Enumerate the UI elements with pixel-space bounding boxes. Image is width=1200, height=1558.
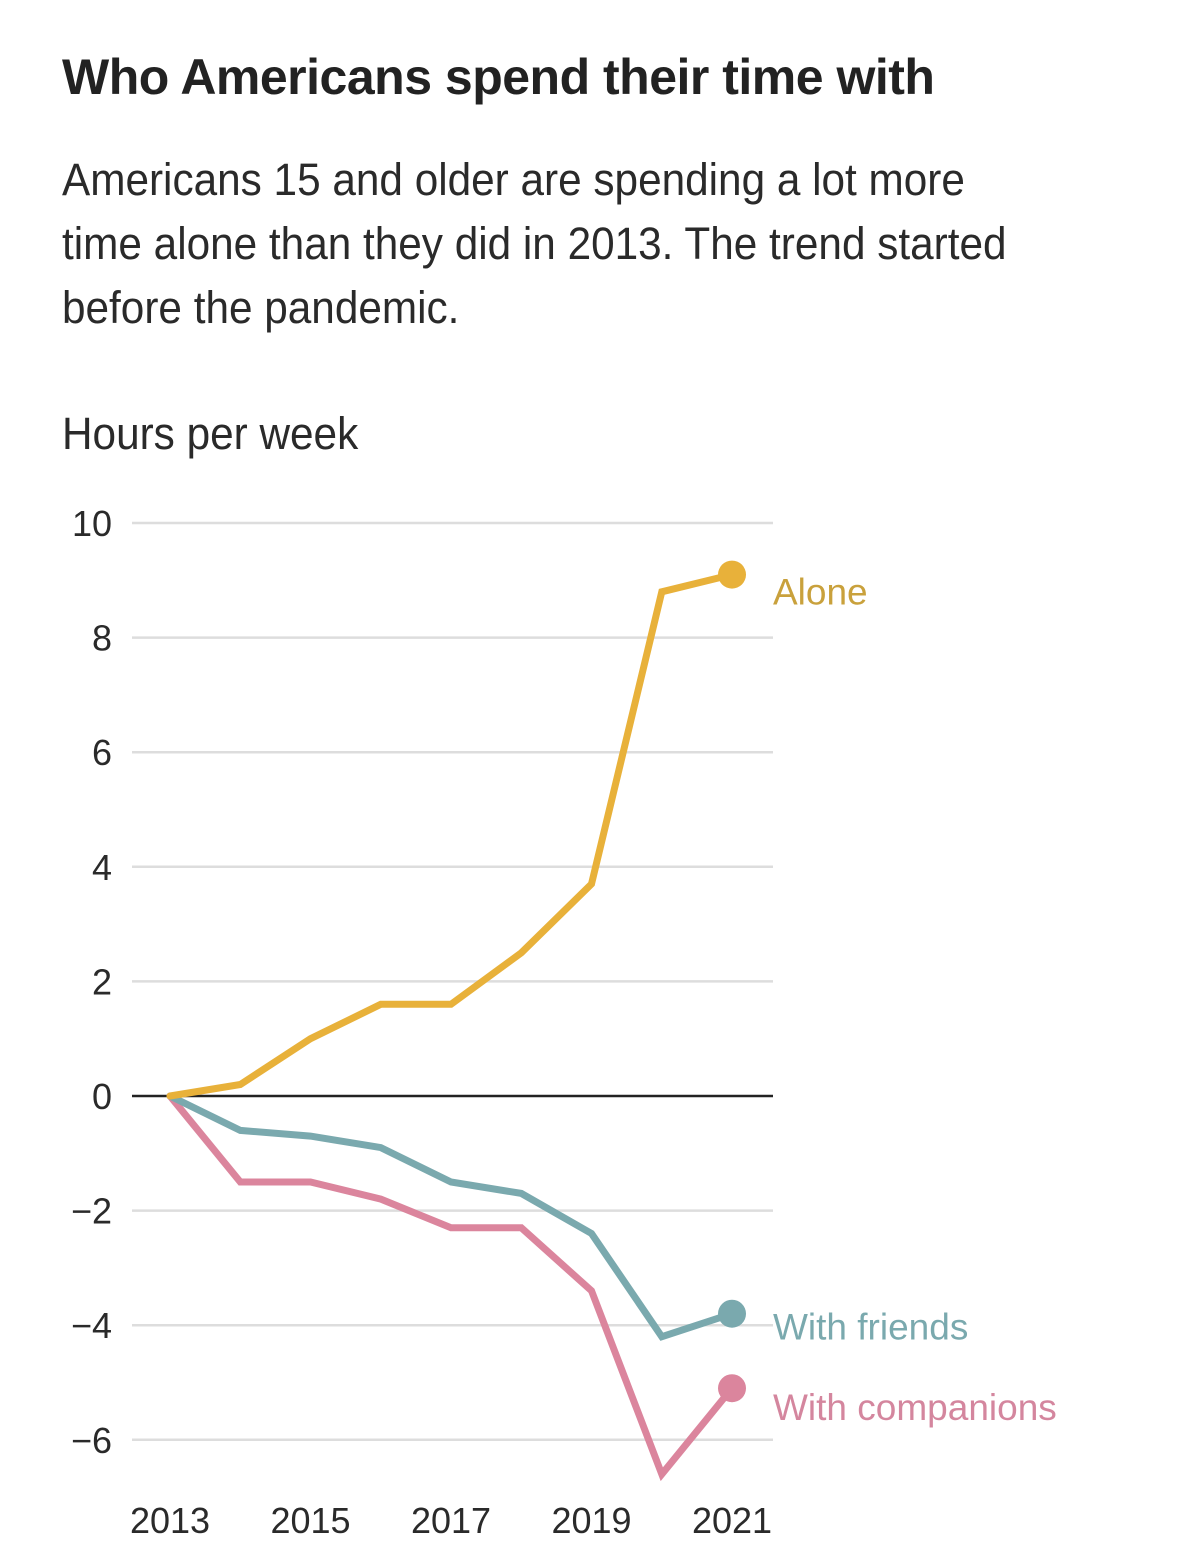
y-tick-label: −2: [71, 1191, 112, 1232]
x-tick-label: 2015: [270, 1500, 350, 1541]
gridlines: [132, 521, 773, 1442]
series-label-alone: Alone: [773, 572, 868, 613]
y-tick-label: 6: [92, 732, 112, 773]
y-tick-label: 2: [92, 961, 112, 1002]
series-lines: [166, 560, 746, 1482]
chart-subtitle: Americans 15 and older are spending a lo…: [62, 154, 1007, 333]
y-tick-label: −6: [71, 1420, 112, 1461]
x-tick-label: 2021: [692, 1500, 772, 1541]
series-label-with-friends: With friends: [773, 1307, 968, 1348]
series-label-with-companions: With companions: [773, 1387, 1057, 1428]
chart-title: Who Americans spend their time with: [62, 49, 935, 105]
series-endpoint-with-friends: [718, 1299, 746, 1328]
y-tick-label: −4: [71, 1305, 112, 1346]
y-tick-label: 8: [92, 618, 112, 659]
y-tick-label: 0: [92, 1076, 112, 1117]
series-endpoint-alone: [718, 560, 746, 589]
x-tick-labels: 2013 2015 2017 2019 2021: [130, 1500, 772, 1541]
series-endpoint-with-companions: [718, 1374, 746, 1403]
series-labels: With companions With friends Alone: [773, 572, 1057, 1429]
series-line-with-friends: [166, 1092, 736, 1341]
series-line-alone: [166, 571, 736, 1100]
y-axis-label: Hours per week: [62, 408, 359, 459]
series-line-with-companions: [166, 1092, 736, 1482]
x-tick-label: 2013: [130, 1500, 210, 1541]
y-tick-label: 10: [72, 503, 112, 544]
x-tick-label: 2017: [411, 1500, 491, 1541]
y-tick-labels: 10 8 6 4 2 0 −2 −4 −6: [71, 503, 112, 1461]
x-tick-label: 2019: [551, 1500, 631, 1541]
y-tick-label: 4: [92, 847, 112, 888]
